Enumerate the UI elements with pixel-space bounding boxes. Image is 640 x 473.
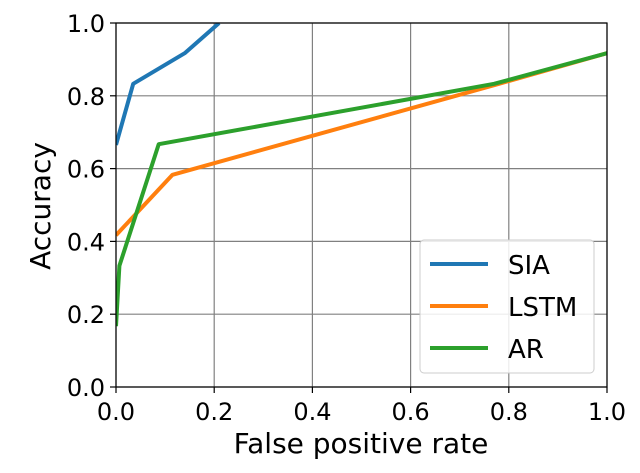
y-tick-label: 0.6	[67, 156, 105, 184]
y-tick-label: 0.8	[67, 83, 105, 111]
plot-frame	[115, 22, 608, 388]
legend-label-ar: AR	[508, 335, 544, 365]
series-lines	[116, 23, 607, 327]
y-tick-label: 0.4	[67, 228, 105, 256]
x-tick-label: 0.0	[97, 398, 135, 426]
x-axis-label: False positive rate	[234, 427, 489, 460]
y-tick-label: 0.0	[67, 374, 105, 402]
series-line-ar	[116, 51, 607, 327]
y-tick-label: 1.0	[67, 10, 105, 38]
y-axis-label: Accuracy	[24, 142, 57, 270]
x-tick-label: 0.6	[392, 398, 430, 426]
legend: SIA LSTM AR	[419, 239, 595, 374]
tick-labels: 0.0 0.2 0.4 0.6 0.8 1.0 0.0 0.2 0.4 0.6 0.8 1.0	[67, 10, 626, 426]
x-tick-label: 0.2	[195, 398, 233, 426]
y-tick-label: 0.2	[67, 301, 105, 329]
legend-label-lstm: LSTM	[508, 293, 577, 323]
series-line-sia	[116, 23, 221, 146]
legend-box	[419, 239, 595, 374]
x-tick-label: 1.0	[588, 398, 626, 426]
x-tick-label: 0.8	[490, 398, 528, 426]
legend-label-sia: SIA	[508, 251, 550, 281]
x-tick-label: 0.4	[293, 398, 331, 426]
series-line-lstm	[116, 51, 607, 237]
